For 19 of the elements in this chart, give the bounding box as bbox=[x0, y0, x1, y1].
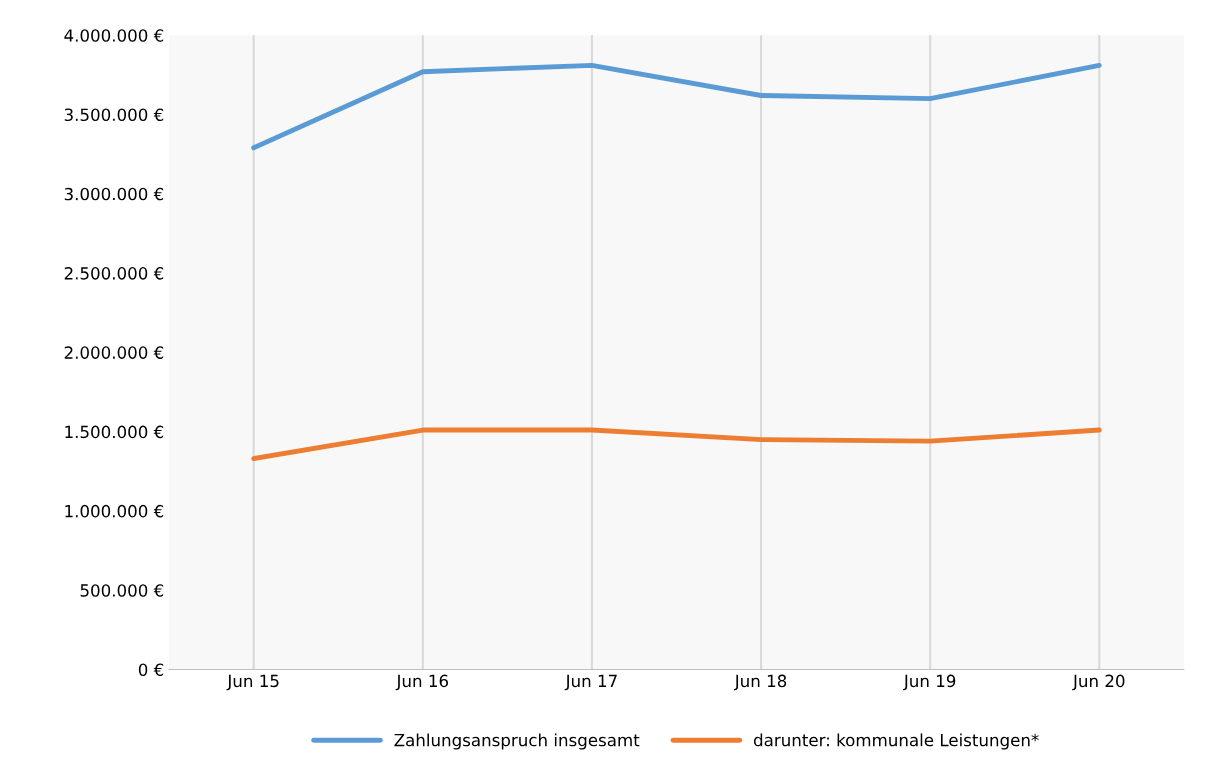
x-tick-label: Jun 15 bbox=[226, 674, 279, 691]
x-tick-label: Jun 20 bbox=[1072, 674, 1125, 691]
x-tick-label: Jun 16 bbox=[395, 674, 449, 691]
y-tick-label: 0 € bbox=[138, 663, 164, 677]
legend-label: darunter: kommunale Leistungen* bbox=[753, 733, 1039, 750]
y-tick-label: 3.500.000 € bbox=[64, 108, 164, 122]
x-tick-label: Jun 18 bbox=[733, 674, 787, 691]
line-series bbox=[251, 62, 1102, 151]
x-tick-label: Jun 17 bbox=[564, 674, 617, 691]
y-tick-label: 500.000 € bbox=[80, 584, 164, 597]
x-tick-label: Jun 19 bbox=[903, 674, 956, 691]
y-tick-label: 2.000.000 € bbox=[64, 346, 164, 359]
y-tick-label: 4.000.000 € bbox=[64, 29, 164, 42]
y-tick-label: 1.500.000 € bbox=[65, 425, 164, 439]
y-tick-label: 2.500.000 € bbox=[64, 267, 164, 280]
y-tick-label: 1.000.000 € bbox=[65, 504, 164, 518]
y-tick-label: 3.000.000 € bbox=[64, 187, 164, 201]
legend-label: Zahlungsanspruch insgesamt bbox=[394, 733, 640, 750]
line-series bbox=[251, 427, 1102, 462]
